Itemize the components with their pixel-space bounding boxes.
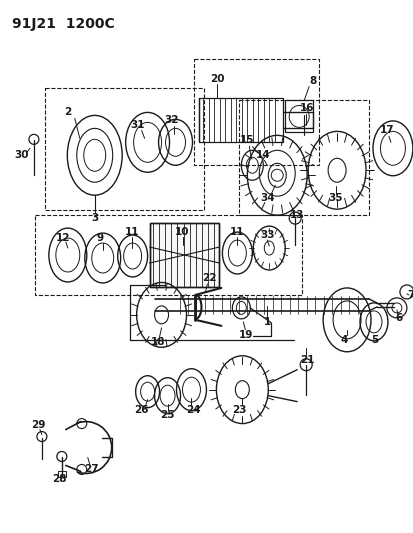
Text: 11: 11	[124, 227, 138, 237]
Text: 34: 34	[259, 193, 274, 203]
Bar	[199, 99, 282, 142]
Bar	[285, 100, 312, 132]
Text: 12: 12	[55, 233, 70, 243]
Text: 9: 9	[96, 233, 103, 243]
Bar	[194, 59, 318, 165]
Text: 91J21  1200C: 91J21 1200C	[12, 17, 114, 31]
Bar	[35, 215, 301, 295]
Text: 11: 11	[230, 227, 244, 237]
Text: 1: 1	[263, 317, 270, 327]
Text: 8: 8	[309, 76, 316, 85]
Text: 29: 29	[31, 419, 45, 430]
Text: 33: 33	[259, 230, 274, 240]
Text: 13: 13	[289, 210, 304, 220]
Text: 25: 25	[160, 409, 174, 419]
Text: 35: 35	[327, 193, 342, 203]
Text: 15: 15	[240, 135, 254, 146]
Bar	[45, 88, 204, 210]
Text: 31: 31	[130, 120, 145, 131]
Text: 22: 22	[202, 273, 216, 283]
Text: 24: 24	[186, 405, 200, 415]
Text: 6: 6	[394, 313, 401, 323]
Text: 26: 26	[134, 405, 149, 415]
Text: 21: 21	[299, 355, 313, 365]
Text: 30: 30	[14, 150, 29, 160]
Text: 18: 18	[150, 337, 164, 347]
Text: 3: 3	[91, 213, 98, 223]
Text: 19: 19	[239, 330, 253, 340]
Text: 28: 28	[52, 474, 67, 484]
Text: 7: 7	[406, 290, 413, 300]
Text: 5: 5	[370, 335, 378, 345]
Text: 10: 10	[175, 227, 189, 237]
Text: 4: 4	[339, 335, 347, 345]
Bar	[149, 223, 219, 287]
Text: 2: 2	[64, 108, 71, 117]
Text: 32: 32	[164, 115, 178, 125]
Text: 27: 27	[84, 464, 99, 474]
Text: 16: 16	[299, 103, 313, 114]
Bar	[239, 100, 368, 215]
Text: 14: 14	[255, 150, 270, 160]
Text: 20: 20	[210, 74, 224, 84]
Text: 23: 23	[232, 405, 246, 415]
Bar	[149, 223, 219, 287]
Text: 17: 17	[379, 125, 393, 135]
Bar	[58, 472, 66, 478]
